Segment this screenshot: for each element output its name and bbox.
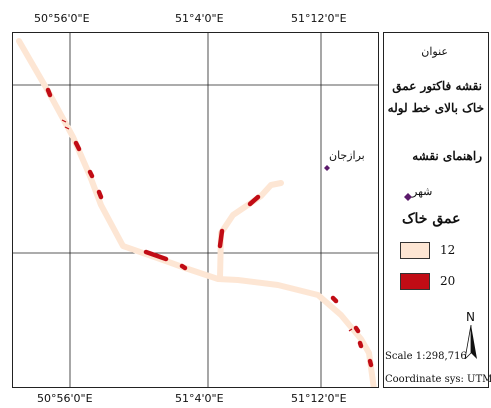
top-tick-label-2: 51°4'0"E [175, 12, 224, 25]
legend-panel: عنوان نقشه فاکتور عمق خاک بالای خط لوله … [383, 32, 491, 388]
bottom-tick-label-2: 51°4'0"E [175, 392, 224, 405]
bottom-tick-label-3: 51°12'0"E [291, 392, 347, 405]
depth-20-segment-10 [353, 325, 361, 334]
legend-guide-heading: راهنمای نقشه [412, 149, 482, 163]
legend-title-line-1: نقشه فاکتور عمق [392, 79, 482, 93]
legend-label-20: 20 [440, 274, 456, 288]
depth-20-segment-11 [357, 340, 364, 349]
depth-20-segment-1 [45, 87, 53, 98]
legend-label-12: 12 [440, 243, 456, 257]
top-tick-label-3: 51°12'0"E [291, 12, 347, 25]
top-tick-label-1: 50°56'0"E [34, 12, 90, 25]
pipeline-main-segment [16, 38, 377, 387]
legend-city-label: شهر [412, 185, 433, 198]
graticule [13, 33, 378, 387]
coordinate-system-text: Coordinate sys: UTM [385, 374, 491, 385]
depth-20-segment-5 [143, 249, 169, 262]
map-frame: برازجان [12, 32, 379, 388]
north-arrow-icon [464, 325, 477, 359]
depth-20-segment-3 [87, 169, 95, 179]
depth-20-segment-2 [73, 140, 82, 152]
depth-20-segment-12 [367, 358, 374, 368]
bottom-tick-label-1: 50°56'0"E [37, 392, 93, 405]
depth-20-segment-8 [247, 194, 261, 207]
depth-20-segment-6 [179, 263, 188, 271]
legend-swatch-20 [400, 273, 430, 290]
map-canvas [13, 33, 378, 387]
legend-city-diamond-icon [404, 193, 412, 201]
depth-20-segment-4 [96, 189, 104, 200]
city-diamond-icon [324, 165, 330, 171]
legend-depth-heading: عمق خاک [402, 211, 461, 227]
depth-20-segment-7 [217, 228, 225, 249]
scale-text: Scale 1:298,716 [385, 351, 467, 362]
north-label: N [466, 310, 475, 324]
legend-title-line-2: خاک بالای خط لوله [387, 101, 484, 115]
legend-swatch-12 [400, 242, 430, 259]
city-marker-borazjan [324, 165, 330, 171]
pipeline-depth-20-ticks [61, 119, 353, 332]
pipeline-depth-20 [45, 87, 374, 368]
city-label-borazjan: برازجان [329, 149, 365, 162]
legend-title-heading: عنوان [421, 45, 448, 58]
pipeline-branch-segment [217, 180, 284, 281]
depth-20-segment-9 [330, 295, 339, 304]
